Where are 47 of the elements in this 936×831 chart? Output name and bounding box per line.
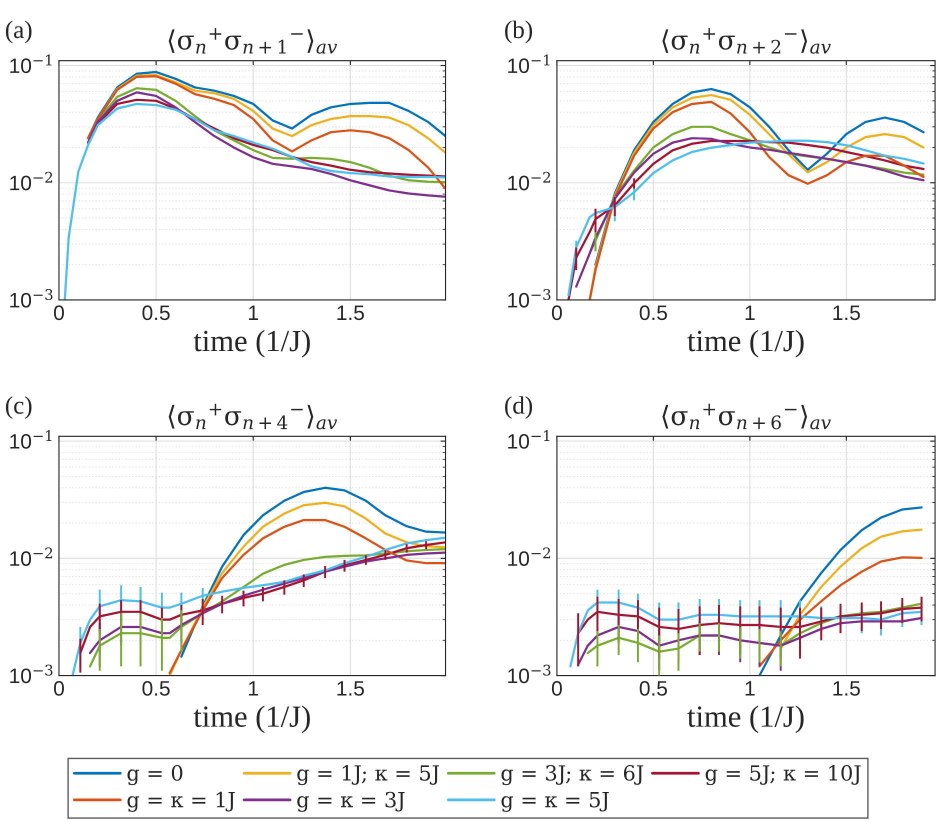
y-tick-label: 10$^{−1}$: [508, 430, 550, 449]
legend-label: g = κ = 3J: [297, 792, 405, 812]
y-tick-label: 10$^{−2}$: [508, 547, 550, 566]
y-tick-label: 10$^{−1}$: [508, 54, 550, 74]
chart-title: ⟨σ$_{n}$$^{+}$σ$_{n+1}$$^{−}$⟩$_{av}$: [168, 28, 338, 54]
x-tick-label: 0: [552, 681, 562, 696]
x-tick-label: 1: [746, 681, 755, 696]
x-tick-label: 0: [552, 305, 562, 320]
y-tick-label: 10$^{−3}$: [508, 289, 550, 308]
y-tick-label: 10$^{−1}$: [10, 54, 52, 74]
legend-label: g = 1J; κ = 5J: [297, 765, 440, 786]
text: (c): [6, 396, 32, 419]
legend-label: g = 0: [127, 765, 182, 786]
x-tick-label: 1.5: [833, 306, 860, 320]
x-axis-title: time (1/J): [194, 705, 310, 734]
y-tick-label: 10$^{−2}$: [10, 547, 52, 566]
x-tick-label: 0: [54, 681, 64, 696]
y-tick-label: 10$^{−3}$: [10, 664, 52, 684]
y-tick-label: 10$^{−3}$: [10, 289, 52, 308]
x-tick-label: 1.5: [337, 306, 364, 320]
x-tick-label: 0: [54, 305, 64, 320]
x-tick-label: 0.5: [142, 305, 170, 320]
x-axis-title: time (1/J): [194, 330, 310, 358]
x-axis-title: time (1/J): [687, 330, 804, 358]
y-tick-label: 10$^{−2}$: [508, 172, 550, 190]
x-tick-label: 0.5: [142, 681, 170, 696]
chart-title: ⟨σ$_{n}$$^{+}$σ$_{n+4}$$^{−}$⟩$_{av}$: [168, 404, 338, 430]
legend-label: g = κ = 5J: [501, 792, 609, 812]
x-axis-title: time (1/J): [687, 705, 804, 734]
x-tick-label: 0.5: [640, 681, 667, 696]
legend-label: g = κ = 1J: [127, 792, 235, 812]
text: (b): [505, 20, 532, 44]
text: (a): [6, 20, 32, 44]
x-tick-label: 1.5: [337, 681, 364, 696]
y-tick-label: 10$^{−2}$: [10, 172, 52, 190]
x-tick-label: 1: [249, 306, 258, 320]
y-tick-label: 10$^{−3}$: [508, 664, 550, 684]
chart-title: ⟨σ$_{n}$$^{+}$σ$_{n+2}$$^{−}$⟩$_{av}$: [662, 28, 831, 54]
legend-label: g = 5J; κ = 10J: [706, 765, 861, 786]
x-tick-label: 1: [746, 306, 755, 320]
x-tick-label: 0.5: [640, 305, 667, 320]
x-tick-label: 1: [249, 681, 258, 696]
text: (d): [505, 396, 532, 419]
chart-title: ⟨σ$_{n}$$^{+}$σ$_{n+6}$$^{−}$⟩$_{av}$: [662, 404, 831, 430]
x-tick-label: 1.5: [833, 681, 860, 696]
legend-label: g = 3J; κ = 6J: [501, 765, 644, 786]
y-tick-label: 10$^{−1}$: [10, 430, 52, 449]
